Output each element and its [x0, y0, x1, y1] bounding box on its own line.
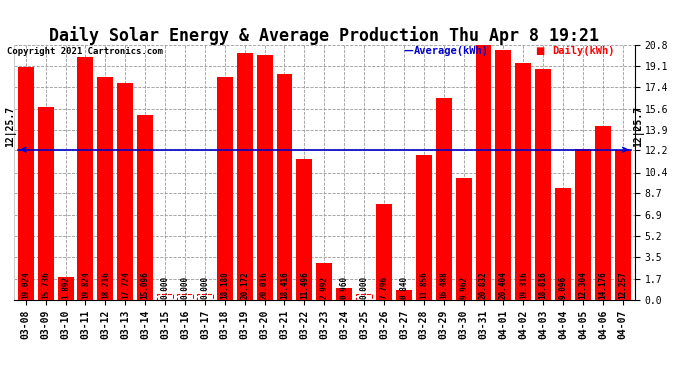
Text: 19.824: 19.824	[81, 272, 90, 299]
Text: 0.000: 0.000	[161, 276, 170, 299]
Bar	[117, 83, 133, 300]
Bar	[157, 294, 173, 300]
Bar	[555, 189, 571, 300]
Text: 18.180: 18.180	[220, 272, 229, 299]
Text: Daily(kWh): Daily(kWh)	[552, 46, 615, 56]
Text: 1.892: 1.892	[61, 276, 70, 299]
Bar	[197, 294, 213, 300]
Text: 12.257: 12.257	[618, 272, 627, 299]
Text: 18.216: 18.216	[101, 272, 110, 299]
Bar	[595, 126, 611, 300]
Text: 2.992: 2.992	[319, 276, 329, 299]
Bar	[396, 290, 412, 300]
Bar	[18, 67, 34, 300]
Bar	[495, 50, 511, 300]
Text: 20.404: 20.404	[499, 272, 508, 299]
Text: 15.096: 15.096	[141, 272, 150, 299]
Bar	[535, 69, 551, 300]
Bar	[416, 154, 432, 300]
Bar	[217, 77, 233, 300]
Text: 18.416: 18.416	[280, 272, 289, 299]
Bar	[436, 98, 452, 300]
Bar	[356, 294, 372, 300]
Text: 9.962: 9.962	[459, 276, 468, 299]
Text: 11.856: 11.856	[420, 272, 428, 299]
Text: 14.176: 14.176	[598, 272, 607, 299]
Text: 20.832: 20.832	[479, 272, 488, 299]
Text: 11.496: 11.496	[300, 272, 309, 299]
Text: 20.172: 20.172	[240, 272, 249, 299]
Bar	[257, 55, 273, 300]
Text: 19.316: 19.316	[519, 272, 528, 299]
Text: 12|25.7: 12|25.7	[5, 106, 16, 147]
Title: Daily Solar Energy & Average Production Thu Apr 8 19:21: Daily Solar Energy & Average Production …	[49, 26, 600, 45]
Text: 0.960: 0.960	[339, 276, 348, 299]
Text: 0.000: 0.000	[181, 276, 190, 299]
Bar	[336, 288, 352, 300]
Bar	[475, 45, 491, 300]
Text: 18.816: 18.816	[539, 272, 548, 299]
Bar	[376, 204, 392, 300]
Bar	[57, 277, 74, 300]
Bar	[97, 76, 113, 300]
Text: Copyright 2021 Cartronics.com: Copyright 2021 Cartronics.com	[7, 47, 163, 56]
Text: 0.000: 0.000	[359, 276, 368, 299]
Text: 0.840: 0.840	[400, 276, 408, 299]
Bar	[38, 107, 54, 300]
Text: 17.724: 17.724	[121, 272, 130, 299]
Bar	[77, 57, 93, 300]
Text: 0.000: 0.000	[200, 276, 209, 299]
Text: 12|25.7: 12|25.7	[633, 106, 644, 147]
Bar	[277, 74, 293, 300]
Bar	[515, 63, 531, 300]
Text: 9.096: 9.096	[559, 276, 568, 299]
Text: ■: ■	[535, 46, 544, 56]
Text: —: —	[404, 46, 413, 56]
Text: 7.796: 7.796	[380, 276, 388, 299]
Text: 19.024: 19.024	[21, 272, 30, 299]
Text: 20.016: 20.016	[260, 272, 269, 299]
Bar	[177, 294, 193, 300]
Bar	[615, 150, 631, 300]
Text: Average(kWh): Average(kWh)	[414, 46, 489, 56]
Bar	[455, 178, 471, 300]
Bar	[297, 159, 313, 300]
Text: 16.488: 16.488	[440, 272, 449, 299]
Text: 12.304: 12.304	[578, 272, 588, 299]
Text: 15.736: 15.736	[41, 272, 50, 299]
Bar	[237, 53, 253, 300]
Bar	[137, 115, 153, 300]
Bar	[316, 263, 333, 300]
Bar	[575, 149, 591, 300]
